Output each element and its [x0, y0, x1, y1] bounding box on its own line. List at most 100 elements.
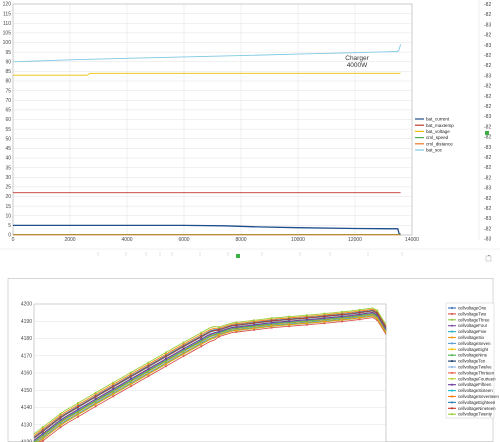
series-marker-cellvoltageTwo: [270, 326, 273, 329]
y-tick-label: 90: [5, 59, 11, 65]
series-marker-cellvoltageTwenty: [147, 361, 150, 364]
right-axis-label: -83: [484, 43, 491, 49]
series-marker-cellvoltageTwo: [77, 415, 79, 418]
series-marker-cellvoltageSix: [217, 334, 220, 336]
legend-label-cellvoltageFourteen: cellvoltageFourteen: [458, 376, 496, 381]
legend-marker-cellvoltageFifteen: [451, 383, 453, 386]
series-marker-cellvoltageSeventeen: [235, 322, 238, 325]
y-tick-label: 75: [5, 88, 11, 94]
series-marker-cellvoltageTwo: [59, 426, 62, 429]
series-line-cellvoltageSix: [33, 315, 387, 442]
y-tick-label: 4150: [21, 388, 32, 394]
series-marker-cellvoltageSeventeen: [59, 414, 62, 417]
series-marker-cellvoltageNineteen: [165, 355, 167, 358]
series-marker-cellvoltageSix: [112, 393, 115, 395]
series-marker-cellvoltageNineteen: [217, 329, 220, 331]
series-marker-cellvoltageNine: [94, 399, 97, 402]
series-marker-cellvoltageTwenty: [165, 351, 167, 354]
y-tick-label: 70: [5, 98, 11, 104]
y-tick-label: 100: [3, 40, 12, 46]
legend-label-cellvoltageSix: cellvoltageSix: [458, 335, 485, 340]
series-marker-cellvoltageSeventeen: [200, 333, 203, 336]
green-marker-icon: [485, 131, 489, 135]
legend-label-bat_current: bat_current: [426, 117, 450, 122]
series-marker-cellvoltageSeventeen: [147, 363, 150, 366]
series-marker-cellvoltageTwo: [94, 405, 97, 408]
series-marker-cellvoltageFifteen: [217, 330, 220, 333]
legend-label-cellvoltageNineteen: cellvoltageNineteen: [458, 406, 496, 411]
y-tick-label: 4180: [21, 336, 32, 342]
chart1-series: [12, 44, 402, 236]
series-line-bat_current: [13, 224, 401, 235]
series-marker-cellvoltageTwo: [112, 395, 115, 398]
cell-voltage-chart: 4120 4130 4140 4150 4160 4170 4180 4190 4200 cel…: [7, 278, 499, 442]
y-tick-label: 35: [5, 165, 11, 171]
series-marker-cellvoltageNineteen: [323, 315, 326, 318]
legend-label-cellvoltageTwo: cellvoltageTwo: [458, 311, 487, 316]
legend-label-cellvoltageFive: cellvoltageFive: [458, 329, 487, 334]
checkbox-icon: [485, 255, 492, 262]
annotation-line-1: Charger: [345, 55, 369, 62]
series-marker-cellvoltageNineteen: [305, 317, 308, 319]
series-line-bat_soc: [12, 44, 402, 63]
legend-marker-cellvoltageFive: [451, 330, 453, 333]
series-marker-cellvoltageNine: [59, 420, 62, 423]
right-axis-label: -82: [484, 12, 491, 18]
y-tick-label: 85: [5, 69, 11, 75]
right-axis-label: -82: [484, 63, 491, 69]
legend-marker-cellvoltageFour: [451, 324, 453, 327]
right-axis-label: -82: [484, 33, 491, 39]
right-axis-label: -82: [484, 84, 491, 90]
y-tick-label: 10: [5, 213, 11, 219]
series-marker-cellvoltageSix: [253, 327, 255, 330]
series-line-bat_voltage: [13, 72, 401, 76]
right-axis-label: -82: [484, 175, 491, 181]
series-marker-cellvoltageNineteen: [200, 335, 203, 338]
series-marker-cellvoltageTwo: [165, 365, 167, 368]
series-marker-cellvoltageTwenty: [358, 308, 361, 311]
series-marker-cellvoltageNineteen: [41, 430, 44, 433]
legend-label-cellvoltageTen: cellvoltageTen: [458, 359, 486, 364]
series-marker-cellvoltageFifteen: [235, 326, 238, 328]
right-axis-label: -83: [484, 237, 491, 243]
chart1-right-axis: -82 -82 -83 -82 -83 -82 -82 -83 -82 -82 -82 -83 -82 -…: [478, 0, 491, 261]
series-marker-cellvoltageNine: [77, 410, 79, 413]
series-marker-cellvoltageNineteen: [358, 311, 361, 314]
y-tick-label: 4140: [21, 405, 32, 411]
series-marker-cellvoltageNineteen: [288, 318, 291, 321]
legend-marker-cellvoltageTwelve: [451, 366, 453, 368]
legend-label-cellvoltageNine: cellvoltageNine: [458, 353, 488, 358]
right-axis-label: -82: [484, 196, 491, 202]
x-tick-label: 12000: [348, 237, 362, 243]
legend-marker-cellvoltageEight: [451, 348, 453, 351]
series-line-cellvoltageNineteen: [33, 310, 387, 439]
legend-label-bat_maxtemp: bat_maxtemp: [426, 123, 454, 128]
series-marker-cellvoltageNineteen: [376, 312, 379, 315]
legend-label-cml_distance: cml_distance: [426, 141, 453, 146]
legend-label-cellvoltageFour: cellvoltageFour: [458, 323, 488, 328]
series-marker-cellvoltageSix: [182, 352, 185, 355]
y-tick-label: 4170: [21, 353, 32, 359]
legend-marker-cellvoltageTwenty: [451, 413, 453, 416]
series-marker-cellvoltageTwo: [182, 355, 185, 358]
series-marker-cellvoltageTwo: [323, 322, 326, 325]
series-marker-cellvoltageTwenty: [323, 312, 326, 315]
series-marker-cellvoltageFifteen: [129, 378, 132, 380]
chart2-axes: 4120 4130 4140 4150 4160 4170 4180 4190 4200: [21, 302, 32, 442]
legend-label-bat_soc: bat_soc: [426, 148, 443, 153]
chart2-gridlines: [34, 303, 386, 442]
legend-label-cellvoltageEight: cellvoltageEight: [458, 347, 489, 352]
series-marker-cellvoltageTwenty: [305, 314, 308, 317]
right-axis-label: -82: [484, 94, 491, 100]
right-axis-label: -83: [484, 22, 491, 28]
series-line-cellvoltageFifteen: [33, 312, 387, 441]
legend-marker-cellvoltageSix: [451, 336, 453, 339]
series-marker-cellvoltageNineteen: [182, 345, 185, 348]
series-marker-cellvoltageFifteen: [270, 321, 273, 324]
chart2-legend: cellvoltageOnecellvoltageTwocellvoltageT…: [445, 302, 499, 419]
y-tick-label: 40: [5, 156, 11, 162]
series-marker-cellvoltageNineteen: [341, 313, 343, 316]
series-line-cellvoltageTwenty: [33, 307, 387, 435]
series-marker-cellvoltageFifteen: [253, 323, 255, 326]
series-line-cellvoltageEighteen: [33, 309, 387, 438]
